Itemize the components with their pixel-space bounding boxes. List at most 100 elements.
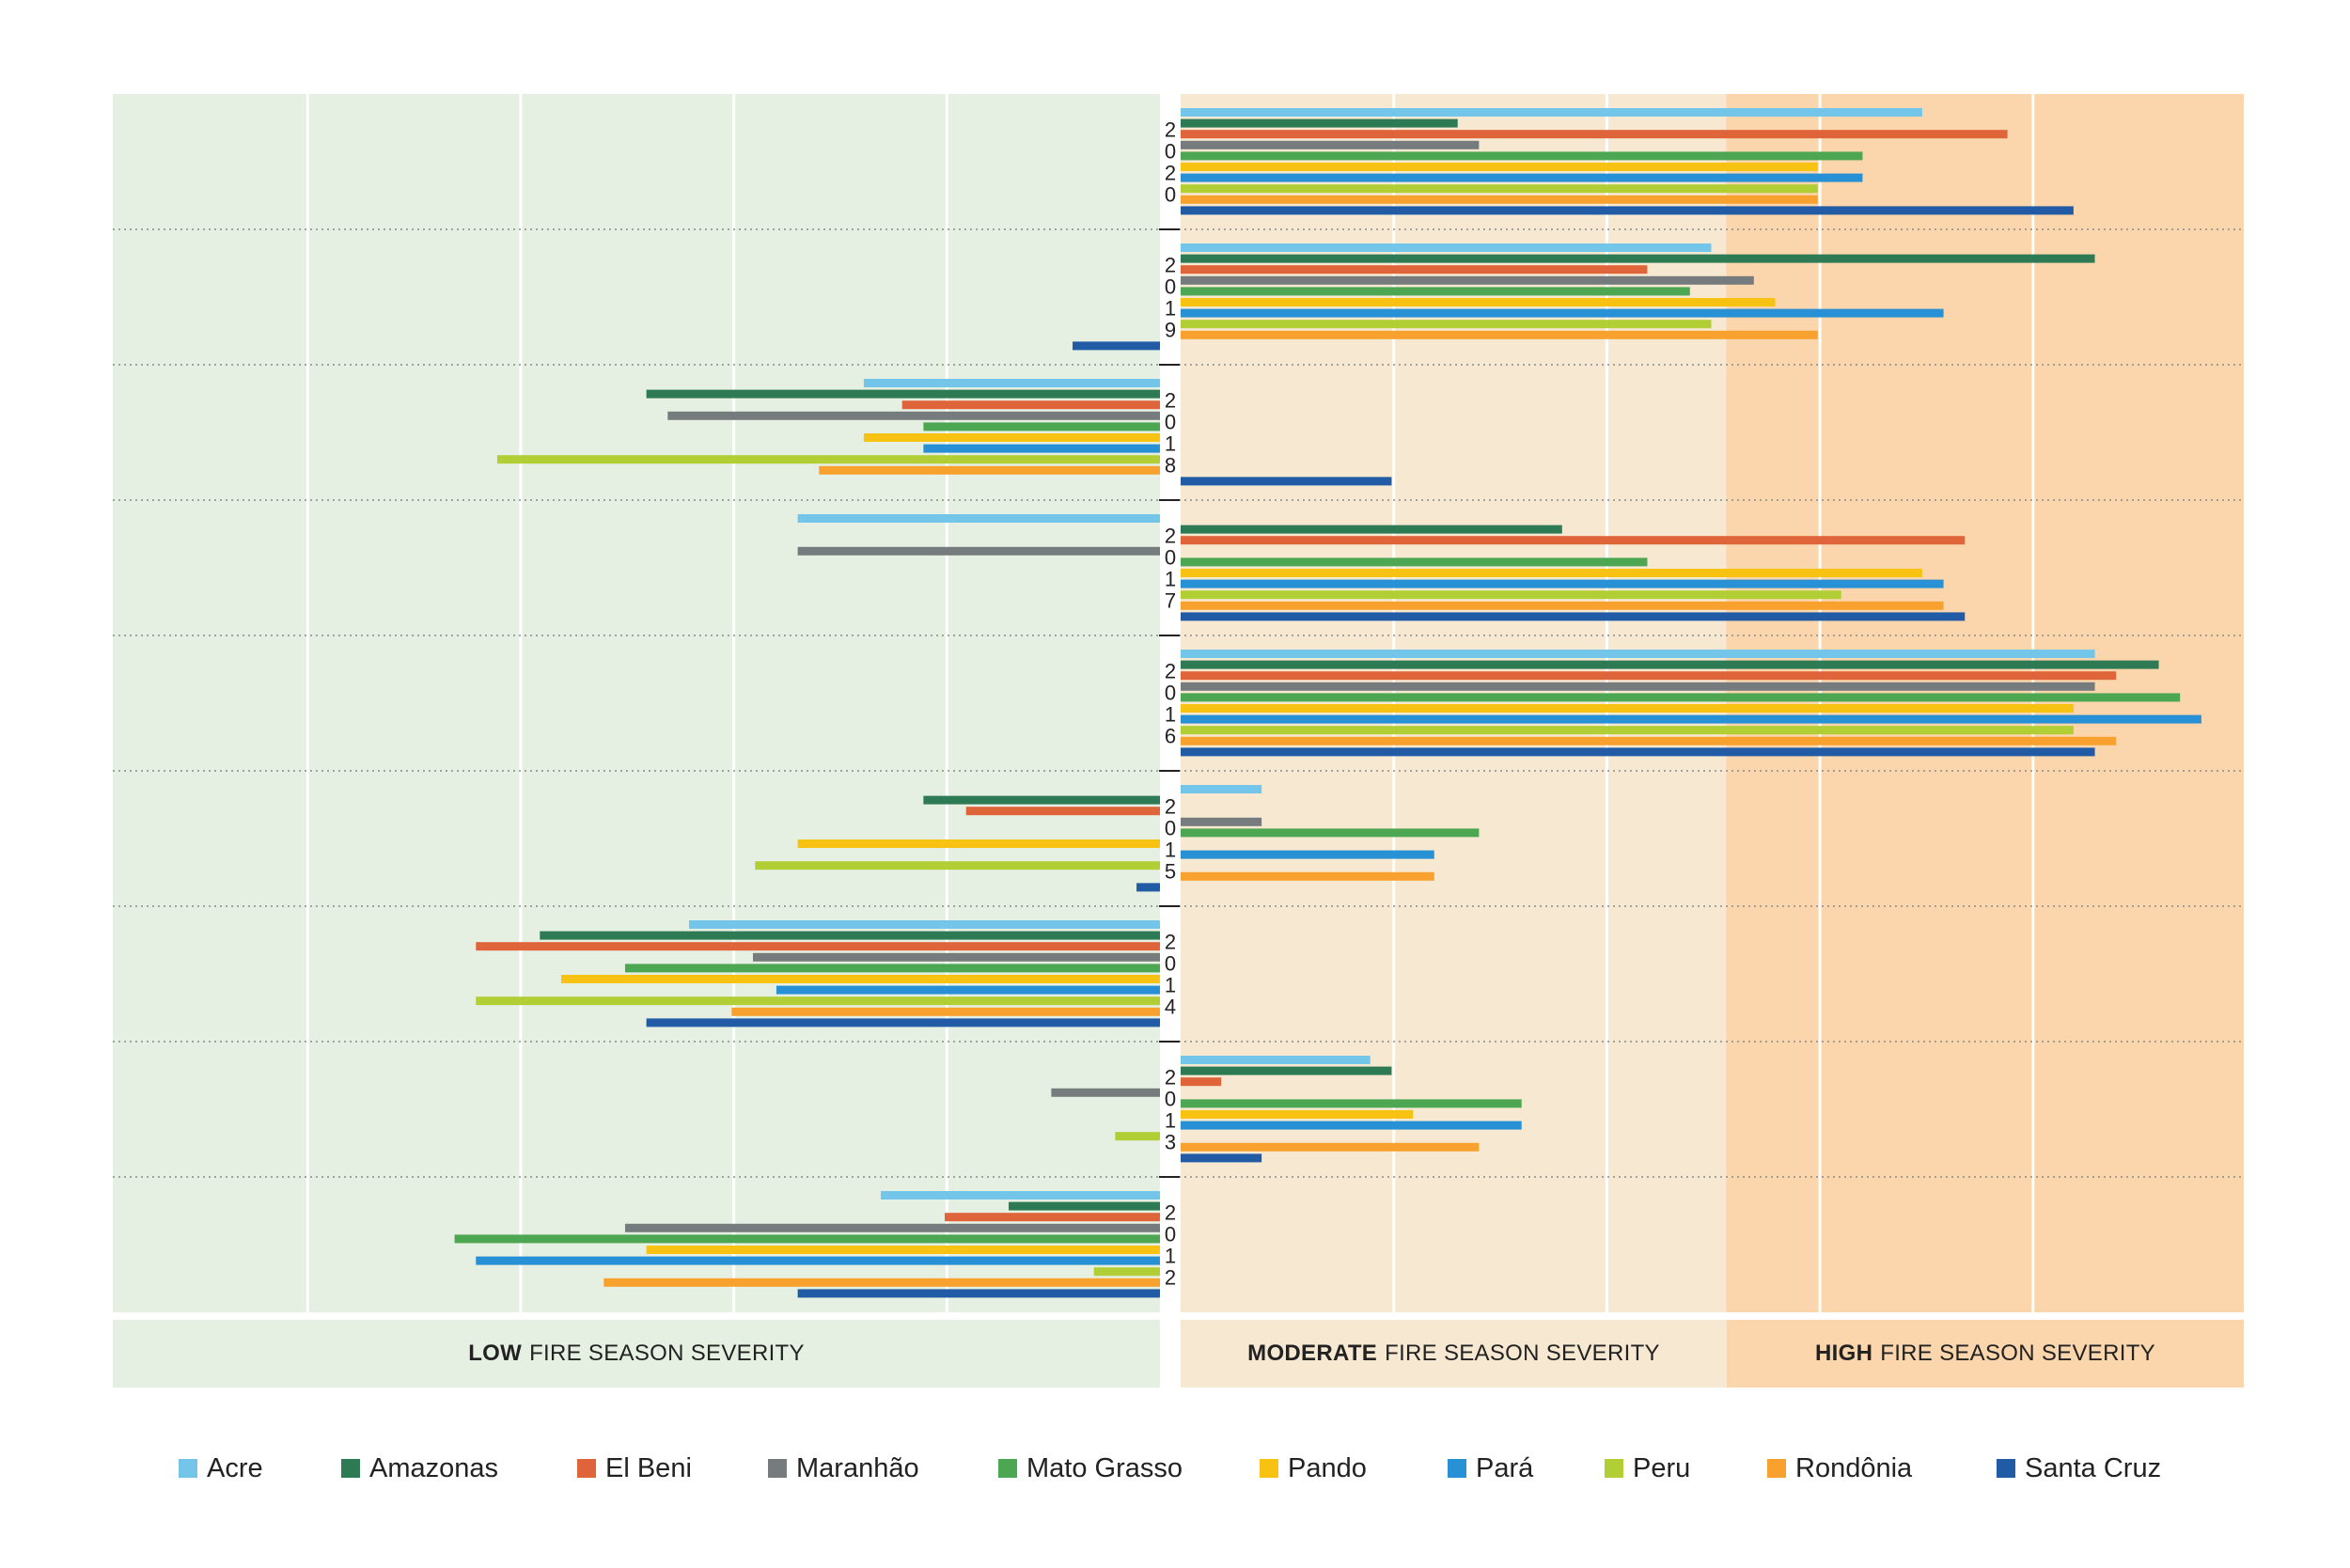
bar: [1181, 726, 2074, 735]
bar: [1181, 579, 1944, 588]
legend-label: Peru: [1633, 1452, 1691, 1483]
bar: [1181, 265, 1648, 274]
band-low-area: [113, 94, 1160, 1312]
band-moderate-area: [1181, 94, 1727, 1312]
bar: [1181, 671, 2117, 681]
bar: [1181, 108, 1922, 117]
bar: [1181, 557, 1648, 567]
band-label-moderate: MODERATE FIRE SEASON SEVERITY: [1181, 1320, 1727, 1388]
bar: [1181, 275, 1754, 285]
legend-swatch: [1605, 1459, 1623, 1478]
legend-label: Maranhão: [796, 1452, 919, 1483]
bar: [1181, 308, 1944, 318]
band-label-low-bold: LOW: [468, 1341, 523, 1366]
legend-item-mato-grasso: Mato Grasso: [998, 1448, 1183, 1489]
band-label-low: LOW FIRE SEASON SEVERITY: [113, 1320, 1160, 1388]
legend-label: Acre: [207, 1452, 263, 1483]
legend-label: Santa Cruz: [2025, 1452, 2162, 1483]
legend-item-amazonas: Amazonas: [341, 1448, 498, 1489]
bar: [1181, 747, 2095, 757]
bar: [646, 389, 1160, 399]
bar: [1181, 206, 2074, 215]
legend-label: Pando: [1288, 1452, 1367, 1483]
bar: [755, 861, 1160, 870]
bar: [540, 931, 1160, 940]
bar: [1093, 1267, 1160, 1277]
legend-swatch: [1997, 1459, 2015, 1478]
bar: [1181, 817, 1262, 826]
legend-item-rondonia: Rondônia: [1767, 1448, 1912, 1489]
legend-swatch: [341, 1459, 360, 1478]
bar: [1181, 298, 1776, 306]
band-label-high: HIGH FIRE SEASON SEVERITY: [1727, 1320, 2244, 1388]
bar: [1181, 850, 1434, 859]
bar: [1181, 184, 1818, 194]
bar: [1181, 140, 1480, 149]
legend-item-maranhao: Maranhão: [768, 1448, 919, 1489]
legend-item-el-beni: El Beni: [577, 1448, 692, 1489]
legend-label: Pará: [1476, 1452, 1534, 1483]
bar: [1181, 1077, 1222, 1087]
legend-item-santa-cruz: Santa Cruz: [1997, 1448, 2161, 1489]
bar: [1115, 1132, 1160, 1141]
legend-swatch: [1767, 1459, 1786, 1478]
bar: [1181, 569, 1922, 577]
bar: [1181, 660, 2159, 669]
band-high-area: [1726, 94, 2244, 1312]
legend-label: Rondônia: [1795, 1452, 1913, 1483]
legend-swatch: [1448, 1459, 1466, 1478]
bar: [797, 546, 1160, 556]
bar: [965, 807, 1160, 816]
bar: [1181, 254, 2095, 263]
bar: [1051, 1088, 1160, 1097]
bar: [476, 996, 1161, 1006]
bar: [1181, 601, 1944, 610]
bar: [863, 433, 1160, 442]
bar: [797, 839, 1160, 848]
band-label-moderate-bold: MODERATE: [1247, 1341, 1378, 1366]
legend-item-pando: Pando: [1260, 1448, 1367, 1489]
band-label-moderate-text: FIRE SEASON SEVERITY: [1385, 1341, 1660, 1366]
bar: [1181, 785, 1262, 793]
bar: [476, 1256, 1161, 1265]
legend-item-acre: Acre: [179, 1448, 263, 1489]
bar: [1181, 1056, 1371, 1064]
bar: [1181, 736, 2117, 745]
bar: [1181, 714, 2201, 724]
legend-swatch: [179, 1459, 197, 1478]
bar: [863, 379, 1160, 387]
legend-swatch: [577, 1459, 596, 1478]
bar: [1181, 243, 1712, 252]
bar: [1009, 1201, 1160, 1211]
bar: [624, 964, 1160, 973]
legend-item-peru: Peru: [1605, 1448, 1690, 1489]
bar: [476, 942, 1161, 951]
bar: [1181, 477, 1392, 486]
band-label-high-text: FIRE SEASON SEVERITY: [1880, 1341, 2155, 1366]
bar: [1181, 650, 2095, 658]
bar: [1181, 151, 1863, 161]
bar: [646, 1018, 1160, 1027]
bar: [1181, 1121, 1522, 1130]
bar: [646, 1246, 1160, 1254]
bar: [945, 1213, 1160, 1222]
band-label-low-text: FIRE SEASON SEVERITY: [529, 1341, 805, 1366]
bar: [667, 411, 1160, 420]
legend-label: Amazonas: [369, 1452, 499, 1483]
bar: [1181, 163, 1818, 171]
bar: [1181, 525, 1562, 534]
bar: [624, 1223, 1160, 1232]
bar: [1181, 682, 2095, 691]
bar: [454, 1234, 1160, 1244]
legend-item-para: Pará: [1448, 1448, 1533, 1489]
bar: [1181, 320, 1712, 329]
legend-label: El Beni: [605, 1452, 692, 1483]
